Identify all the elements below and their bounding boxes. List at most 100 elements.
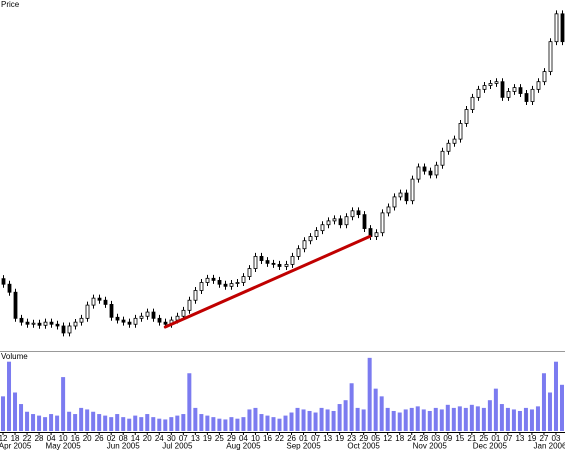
candle-body (61, 325, 66, 334)
x-tick-label: 26 (95, 434, 104, 443)
candle-body (247, 268, 252, 277)
volume-bar (271, 417, 276, 431)
volume-bar (541, 373, 546, 431)
candle-body (512, 87, 517, 92)
x-month-label: Aug 2005 (226, 442, 261, 450)
x-tick-label: 23 (347, 434, 356, 443)
volume-bar (133, 415, 138, 431)
candle-body (145, 311, 150, 317)
x-tick-label: 18 (395, 434, 404, 443)
volume-bar (481, 407, 486, 431)
candle-body (494, 81, 499, 84)
volume-bar (301, 409, 306, 431)
x-tick-label: 13 (191, 434, 200, 443)
candle-body (205, 277, 210, 283)
candle-body (97, 297, 102, 301)
candle-body (500, 81, 505, 98)
volume-bar (85, 409, 90, 431)
x-tick-label: 21 (467, 434, 476, 443)
x-tick-label: 04 (47, 434, 56, 443)
volume-bar (487, 400, 492, 431)
candle-body (193, 290, 198, 301)
x-tick-label: 30 (167, 434, 176, 443)
x-tick-label: 24 (407, 434, 416, 443)
candle-body (115, 316, 120, 321)
candle-body (199, 282, 204, 291)
x-tick-label: 24 (155, 434, 164, 443)
candle-body (1, 278, 6, 285)
volume-bar (217, 418, 222, 431)
candle-body (440, 150, 445, 166)
volume-bar (385, 407, 390, 431)
candle-body (482, 85, 487, 90)
candle-body (284, 263, 289, 267)
candle-body (103, 299, 108, 305)
candle-body (91, 297, 96, 306)
x-month-label: Nov 2005 (413, 442, 448, 450)
candle-body (302, 240, 307, 250)
volume-bar (493, 388, 498, 431)
candle-body (386, 206, 391, 214)
x-tick-label: 26 (287, 434, 296, 443)
volume-bar (97, 414, 102, 431)
candle-body (554, 13, 559, 43)
volume-bar (427, 410, 432, 431)
volume-bar (169, 417, 174, 431)
volume-bar (535, 406, 540, 431)
x-tick-label: 03 (552, 434, 561, 443)
x-month-label: Oct 2005 (347, 442, 380, 450)
volume-bar (337, 404, 342, 431)
volume-bar (67, 411, 72, 431)
candle-body (241, 276, 246, 283)
x-tick-label: 14 (131, 434, 140, 443)
candle-body (452, 138, 457, 144)
x-tick-label: 18 (11, 434, 20, 443)
candle-body (223, 283, 228, 287)
x-month-label: May 2005 (46, 442, 82, 450)
candle-body (560, 13, 565, 43)
x-month-label: Jul 2005 (162, 442, 193, 450)
volume-bar (145, 414, 150, 431)
x-tick-label: 07 (179, 434, 188, 443)
x-tick-label: 04 (239, 434, 248, 443)
candle-body (229, 283, 234, 287)
volume-bar (439, 409, 444, 431)
candle-body (49, 321, 54, 325)
candle-body (464, 109, 469, 124)
x-month-label: Jan 2006 (534, 442, 565, 450)
volume-bar (157, 418, 162, 431)
volume-bar (373, 388, 378, 431)
volume-bar (553, 361, 558, 431)
volume-bar (265, 415, 270, 431)
x-tick-label: 28 (35, 434, 44, 443)
volume-bar (451, 407, 456, 431)
volume-bar (457, 406, 462, 431)
candle-body (398, 192, 403, 198)
volume-bar (529, 409, 534, 431)
candle-body (434, 164, 439, 176)
candle-body (356, 210, 361, 216)
x-tick-label: 03 (431, 434, 440, 443)
candle-body (374, 232, 379, 237)
candle-body (470, 96, 475, 110)
x-tick-label: 25 (215, 434, 224, 443)
volume-bar (175, 415, 180, 431)
volume-bar (7, 361, 12, 431)
x-month-label: Sep 2005 (286, 442, 321, 450)
volume-bar (205, 415, 210, 431)
volume-bar (463, 407, 468, 431)
candle-body (127, 321, 132, 325)
volume-bar (403, 409, 408, 431)
candle-body (37, 322, 42, 326)
volume-bar (121, 417, 126, 431)
x-tick-label: 16 (263, 434, 272, 443)
candle-body (271, 262, 276, 265)
volume-bar (181, 414, 186, 431)
x-tick-label: 28 (419, 434, 428, 443)
volume-bar (319, 407, 324, 431)
x-month-label: Apr 2005 (0, 442, 32, 450)
candle-body (428, 170, 433, 176)
volume-bar (253, 407, 258, 431)
candle-body (79, 317, 84, 323)
volume-bar (139, 417, 144, 431)
